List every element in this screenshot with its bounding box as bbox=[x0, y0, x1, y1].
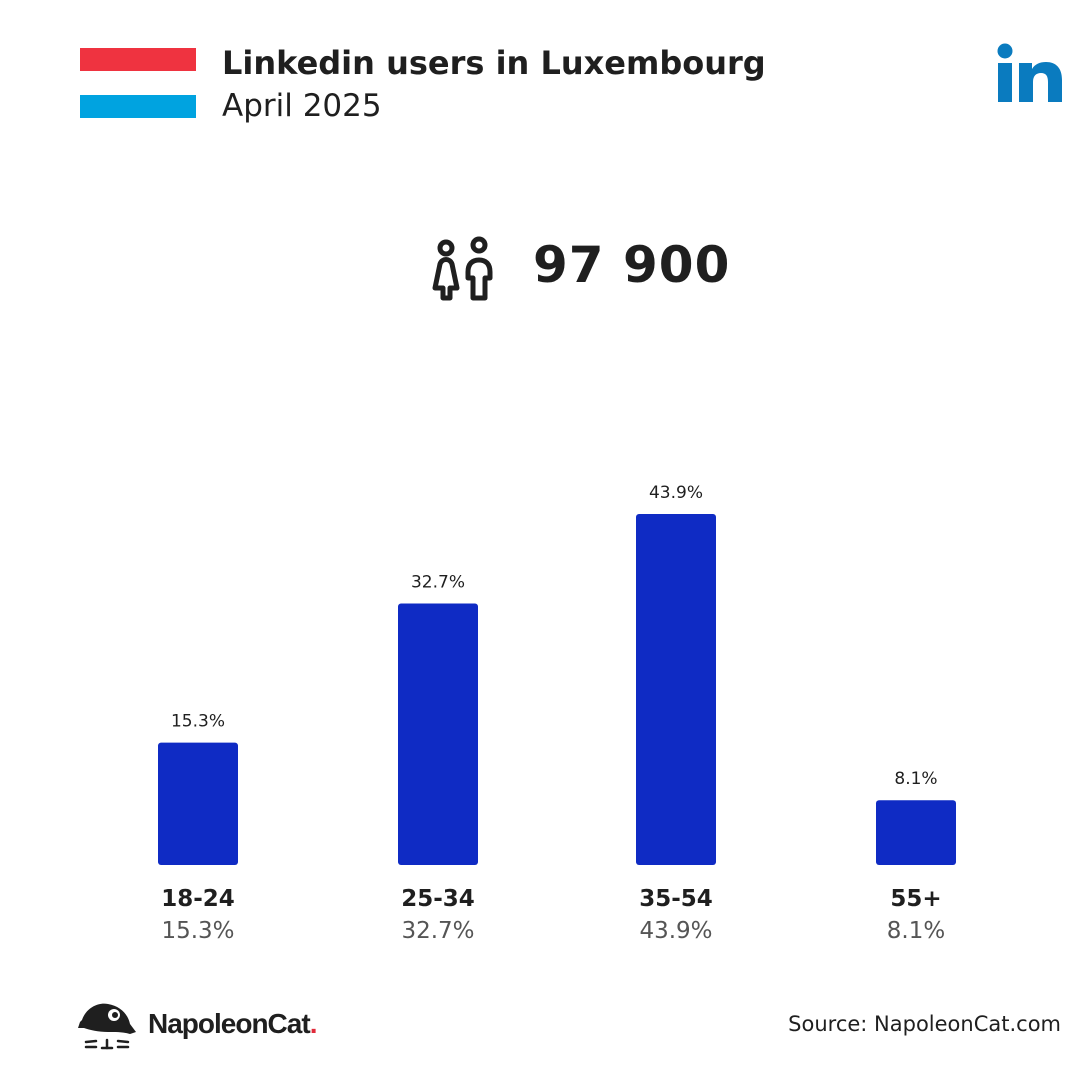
flag-stripe-red bbox=[80, 48, 196, 72]
bar-25-34 bbox=[398, 603, 478, 865]
category-label: 18-24 bbox=[161, 886, 235, 912]
data-label: 32.7% bbox=[411, 573, 465, 593]
data-label: 43.9% bbox=[649, 483, 703, 503]
linkedin-icon bbox=[997, 43, 1062, 102]
age-bar-chart: 15.3% 18-24 15.3% 32.7% 25-34 32.7% 43.9% 35-54… bbox=[158, 483, 956, 944]
bar-18-24 bbox=[158, 742, 238, 865]
category-label: 35-54 bbox=[639, 886, 713, 912]
category-label: 55+ bbox=[890, 886, 941, 912]
users-icon bbox=[432, 236, 493, 301]
flag-stripe-white bbox=[80, 71, 196, 95]
category-label: 25-34 bbox=[401, 886, 475, 912]
brand-dot: . bbox=[309, 1008, 318, 1039]
page-title: Linkedin users in Luxembourg bbox=[222, 44, 766, 82]
data-label: 8.1% bbox=[894, 769, 937, 789]
page-subtitle: April 2025 bbox=[222, 88, 382, 124]
bar-55+ bbox=[876, 800, 956, 865]
luxembourg-flag-icon bbox=[80, 48, 196, 118]
flag-stripe-blue bbox=[80, 94, 196, 118]
brand-name-text: NapoleonCat bbox=[148, 1008, 311, 1039]
category-percent: 15.3% bbox=[161, 918, 234, 944]
brand-name: NapoleonCat. bbox=[148, 1008, 318, 1040]
bar-35-54 bbox=[636, 514, 716, 865]
total-users-value: 97 900 bbox=[533, 236, 731, 294]
category-percent: 8.1% bbox=[887, 918, 945, 944]
category-percent: 32.7% bbox=[401, 918, 474, 944]
napoleoncat-logo-icon bbox=[78, 1003, 136, 1050]
source-credit: Source: NapoleonCat.com bbox=[788, 1012, 1061, 1036]
category-percent: 43.9% bbox=[639, 918, 712, 944]
data-label: 15.3% bbox=[171, 712, 225, 732]
